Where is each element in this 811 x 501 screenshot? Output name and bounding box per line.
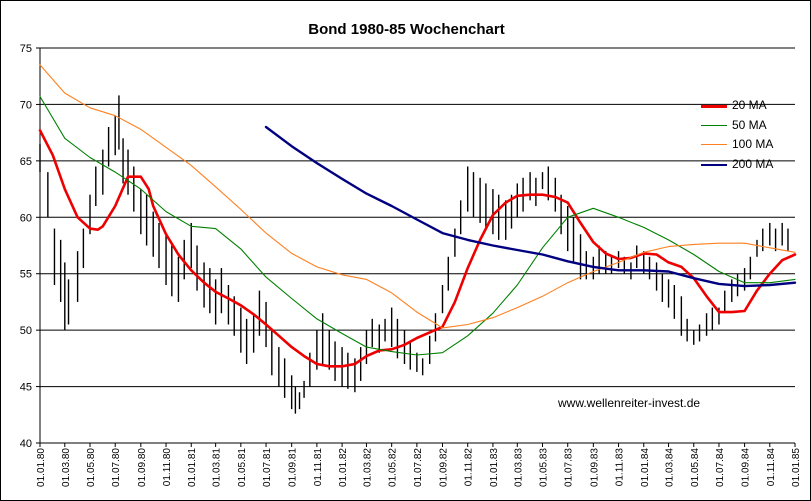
x-tick-label: 01.05.81 xyxy=(237,448,248,487)
x-tick-label: 01.03.84 xyxy=(665,448,676,487)
x-tick-label: 01.07.82 xyxy=(413,448,424,487)
x-tick-label: 01.05.80 xyxy=(86,448,97,487)
legend-swatch xyxy=(701,105,727,108)
x-tick-label: 01.11.84 xyxy=(766,448,777,487)
x-tick-label: 01.05.83 xyxy=(539,448,550,487)
x-tick-label: 01.07.80 xyxy=(111,448,122,487)
series-line-100-ma xyxy=(39,64,796,329)
x-tick-label: 01.09.81 xyxy=(288,448,299,487)
x-tick-label: 01.03.80 xyxy=(61,448,72,487)
x-tick-label: 01.01.85 xyxy=(791,448,802,487)
x-tick-label: 01.09.84 xyxy=(741,448,752,487)
axes xyxy=(36,47,796,447)
legend-label: 50 MA xyxy=(732,117,767,132)
y-tick-label: 55 xyxy=(20,269,32,281)
y-tick-label: 50 xyxy=(20,325,32,337)
x-tick-label: 01.05.82 xyxy=(388,448,399,487)
x-tick-label: 01.11.82 xyxy=(464,448,475,487)
series-line-20-ma xyxy=(38,129,797,368)
x-tick-label: 01.07.84 xyxy=(715,448,726,487)
x-tick-label: 01.11.81 xyxy=(313,448,324,487)
x-tick-label: 01.11.80 xyxy=(162,448,173,487)
legend-swatch xyxy=(701,163,727,166)
x-tick-label: 01.07.81 xyxy=(262,448,273,487)
x-tick-label: 01.01.81 xyxy=(187,448,198,487)
y-tick-label: 75 xyxy=(20,43,32,55)
x-tick-label: 01.11.83 xyxy=(615,448,626,487)
x-tick-label: 01.09.80 xyxy=(137,448,148,487)
x-tick-label: 01.01.80 xyxy=(36,448,47,487)
gridlines xyxy=(40,47,795,388)
watermark-text: www.wellenreiter-invest.de xyxy=(558,396,701,410)
legend-label: 100 MA xyxy=(732,137,774,151)
legend-swatch xyxy=(701,124,727,126)
x-tick-label: 01.03.81 xyxy=(212,448,223,487)
x-tick-label: 01.03.83 xyxy=(513,448,524,487)
series-line-50-ma xyxy=(39,95,796,356)
x-tick-label: 01.05.84 xyxy=(690,448,701,487)
series-line-200-ma xyxy=(264,125,797,288)
y-tick-label: 70 xyxy=(20,99,32,111)
x-tick-label: 01.09.82 xyxy=(439,448,450,487)
x-tick-label: 01.03.82 xyxy=(362,448,373,487)
x-tick-label: 01.01.84 xyxy=(640,448,651,487)
y-tick-label: 60 xyxy=(20,212,32,224)
legend-label: 200 MA xyxy=(732,156,774,171)
y-tick-label: 65 xyxy=(20,156,32,168)
x-tick-label: 01.01.82 xyxy=(338,448,349,487)
y-tick-label: 45 xyxy=(20,382,32,394)
moving-average-lines xyxy=(38,64,797,368)
legend-label: 20 MA xyxy=(732,98,767,112)
x-tick-label: 01.01.83 xyxy=(489,448,500,487)
tick-labels: 40 45 50 55 60 65 70 75 01.01.80 01.03.80 01.05.80… xyxy=(20,43,802,487)
x-tick-label: 01.07.83 xyxy=(564,448,575,487)
legend-swatch xyxy=(701,144,727,145)
chart-title: Bond 1980-85 Wochenchart xyxy=(308,21,505,38)
price-bars xyxy=(39,95,789,414)
y-tick-label: 40 xyxy=(20,438,32,450)
x-tick-label: 01.09.83 xyxy=(589,448,600,487)
